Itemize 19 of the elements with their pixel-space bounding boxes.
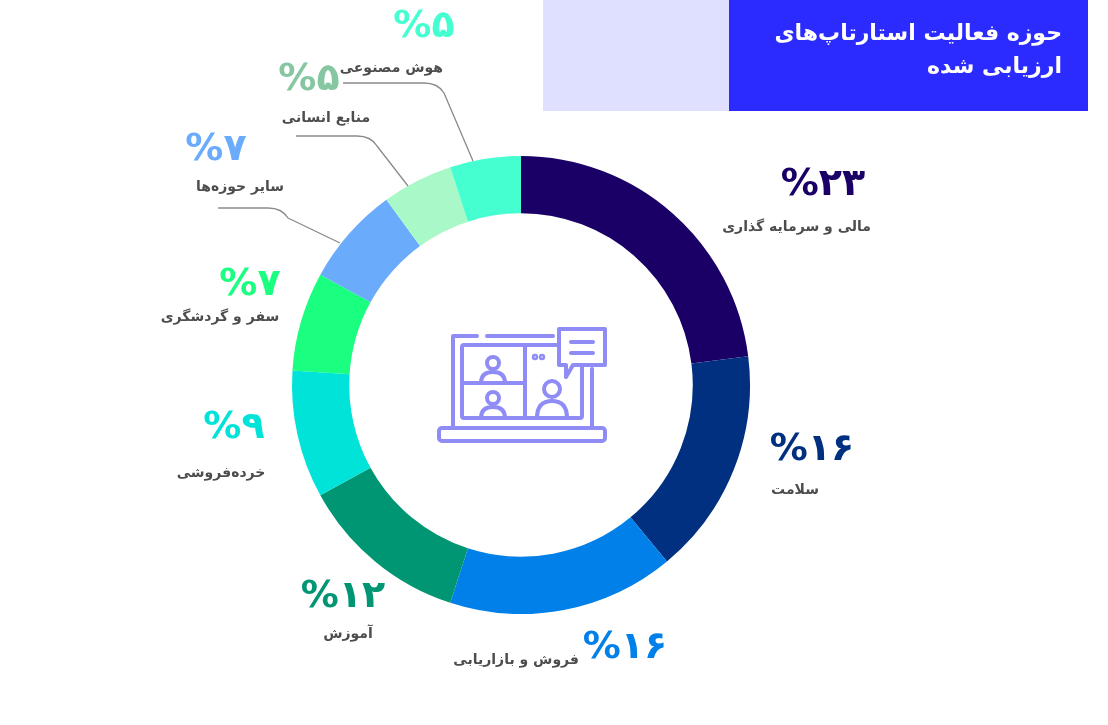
slice-label: سایر حوزه‌ها [195, 177, 285, 195]
slice-label: فروش و بازاریابی [453, 650, 579, 668]
data-label: %۱۲ [300, 571, 386, 616]
data-label: %۵ [393, 1, 455, 46]
slice-label: مالی و سرمایه گذاری [722, 217, 871, 235]
slice-label: آموزش [323, 623, 375, 642]
data-label: %۹ [203, 402, 265, 447]
data-label: %۱۶ [582, 622, 668, 667]
slice-label: سلامت [771, 480, 819, 497]
slice-label: سفر و گردشگری [160, 307, 280, 325]
text: حوزه فعالیت استارتاپ‌های ارزیابی شده [773, 19, 1062, 80]
slice-label: منابع انسانی [281, 108, 371, 126]
slice-label: هوش مصنوعی [339, 58, 443, 76]
data-label: %۲۳ [780, 159, 866, 204]
data-label: %۷ [219, 259, 281, 304]
slice-label: خرده‌فروشی [176, 463, 266, 481]
data-label: %۱۶ [769, 424, 855, 469]
data-label: %۷ [185, 124, 247, 169]
data-label: %۵ [278, 54, 340, 99]
